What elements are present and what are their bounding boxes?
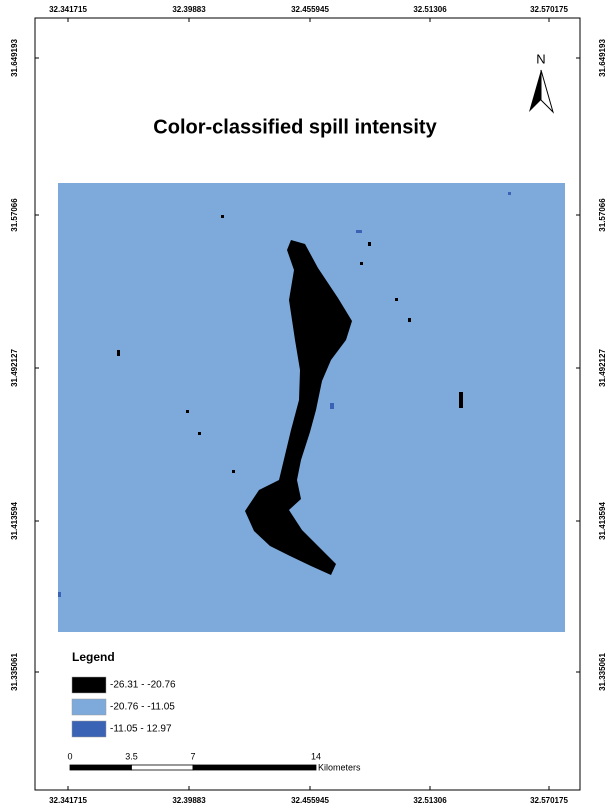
legend-label: -26.31 - -20.76 [110, 680, 176, 691]
coord-label: 31.335061 [10, 653, 19, 691]
legend-swatch [72, 721, 106, 737]
coord-label: 32.39883 [172, 5, 206, 14]
coord-label: 31.57066 [598, 198, 607, 232]
scale-segment [70, 765, 132, 770]
scale-tick-label: 3.5 [125, 751, 138, 761]
coord-label: 32.341715 [49, 796, 87, 805]
scale-tick-label: 14 [311, 751, 321, 761]
coord-label: 32.455945 [291, 5, 329, 14]
legend-swatch [72, 699, 106, 715]
scale-tick-label: 7 [190, 751, 195, 761]
coord-label: 32.570175 [530, 796, 568, 805]
legend-title: Legend [72, 650, 115, 664]
coord-label: 31.413594 [10, 502, 19, 540]
coord-label: 31.649193 [598, 39, 607, 77]
page: ext Color-classified spill intensity N L… [0, 0, 616, 810]
map-layout: ext Color-classified spill intensity N L… [0, 0, 616, 810]
coord-label: 32.341715 [49, 5, 87, 14]
scale-segment [193, 765, 316, 770]
coord-label: 31.57066 [10, 198, 19, 232]
map-title: Color-classified spill intensity [153, 116, 437, 138]
scale-tick-label: 0 [67, 751, 72, 761]
coord-label: 32.39883 [172, 796, 206, 805]
coord-label: 31.492127 [10, 349, 19, 387]
scale-unit: Kilometers [318, 762, 361, 772]
scale-segment [132, 765, 194, 770]
coord-label: 31.335061 [598, 653, 607, 691]
legend-label: -11.05 - 12.97 [110, 724, 172, 735]
coord-label: 32.455945 [291, 796, 329, 805]
legend-label: -20.76 - -11.05 [110, 702, 175, 713]
coord-label: 32.51306 [413, 5, 447, 14]
coord-label: 32.570175 [530, 5, 568, 14]
coord-label: 31.649193 [10, 39, 19, 77]
north-label: N [536, 51, 545, 66]
coord-label: 31.492127 [598, 349, 607, 387]
coord-label: 31.413594 [598, 502, 607, 540]
legend-swatch [72, 677, 106, 693]
coord-label: 32.51306 [413, 796, 447, 805]
map-label: ext [302, 408, 315, 418]
north-arrow [529, 70, 553, 112]
